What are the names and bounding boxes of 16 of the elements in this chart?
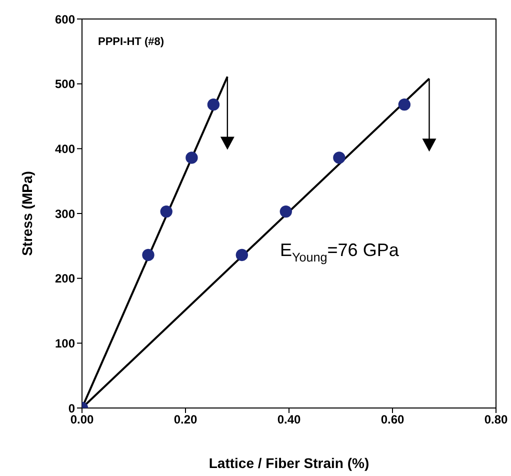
annotation: PPPI-HT (#8) [98, 36, 164, 48]
x-tick-label: 0.00 [70, 412, 94, 427]
y-tick-label: 600 [54, 12, 76, 26]
x-tick-label: 0.80 [484, 412, 508, 427]
y-tick-label: 100 [54, 336, 76, 350]
x-tick-label: 0.20 [174, 412, 198, 427]
y-axis-title: Stress (MPa) [18, 171, 35, 256]
x-tick-label: 0.40 [277, 412, 301, 427]
y-tick-label: 500 [54, 77, 76, 92]
annotation: E$_{Young}$=76 GPa [280, 240, 400, 264]
y-tick-label: 300 [54, 206, 76, 221]
y-tick-label: 400 [54, 142, 76, 156]
x-tick-label: 0.60 [380, 412, 404, 427]
x-axis-title: Lattice / Fiber Strain (%) [208, 455, 370, 471]
y-tick-label: 0 [68, 401, 76, 416]
y-tick-label: 200 [54, 272, 76, 286]
